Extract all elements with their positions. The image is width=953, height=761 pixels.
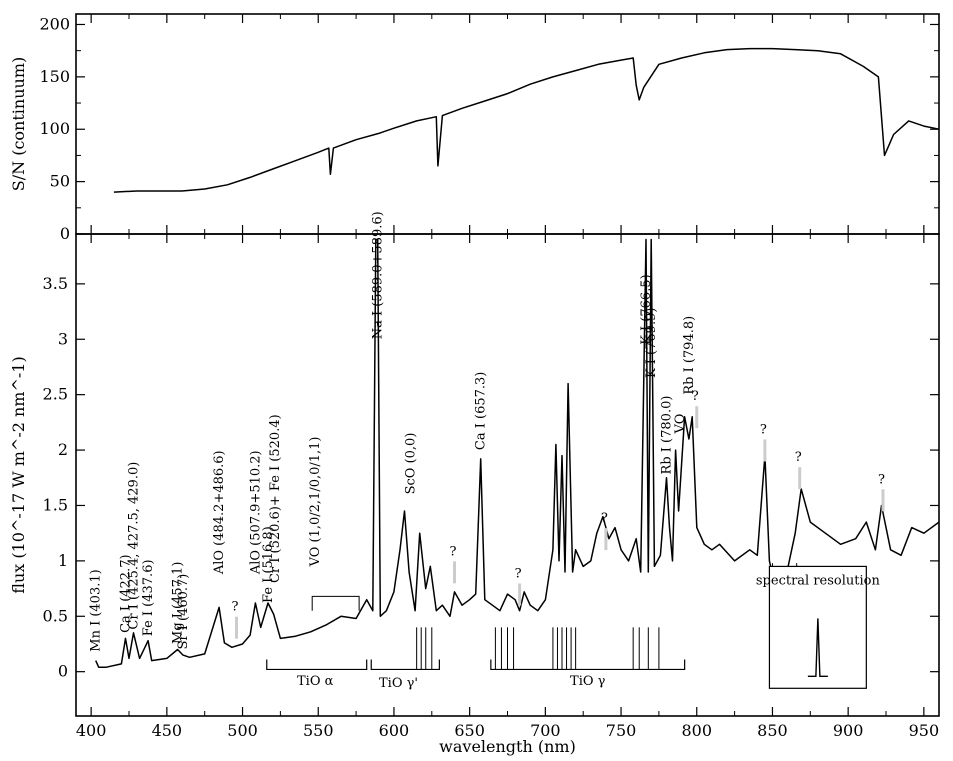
line-label: Fe I (516.8) <box>261 526 276 603</box>
x-tick-label: 950 <box>909 721 940 740</box>
band-bracket <box>370 659 440 671</box>
line-label: AlO (484.2+486.6) <box>212 450 227 575</box>
unknown-marker: ? <box>450 544 457 559</box>
line-label: Sr I (460.7) <box>176 574 191 650</box>
snr-line <box>113 47 940 193</box>
snr-panel: 0 50 100 150 200 S/N (continuum) <box>9 13 940 243</box>
x-tick-label: 900 <box>833 721 864 740</box>
y-tick-label: 100 <box>39 119 70 138</box>
y-tick-label: 0 <box>58 662 68 681</box>
line-label: VO (1,0/2,1/0,0/1,1) <box>308 436 323 567</box>
line-label: Rb I (794.8) <box>682 316 697 395</box>
line-label: Cr I (520.6)+ Fe I (520.4) <box>268 414 283 583</box>
line-label: Ca I (422.7) <box>119 554 134 632</box>
x-tick-label: 550 <box>303 721 334 740</box>
x-tick-label: 750 <box>606 721 637 740</box>
x-tick-label: 700 <box>530 721 561 740</box>
resolution-profile <box>807 618 828 677</box>
line-label: Na I (589.0+589.6) <box>371 211 386 339</box>
y-axis-label: S/N (continuum) <box>9 57 28 191</box>
y-tick-label: 3.5 <box>43 274 68 293</box>
y-tick-label: 2 <box>58 440 68 459</box>
unknown-marker: ? <box>231 600 238 615</box>
x-tick-label: 600 <box>379 721 410 740</box>
x-tick-label: 800 <box>681 721 712 740</box>
inset-label: spectral resolution <box>756 573 881 588</box>
y-axis-label: flux (10^-17 W m^-2 nm^-1) <box>9 356 28 593</box>
band-bracket <box>266 659 368 671</box>
line-label: ScO (0,0) <box>404 433 419 495</box>
y-tick-label: 50 <box>50 172 70 191</box>
top-frame <box>75 13 940 235</box>
y-tick-label: 0.5 <box>43 606 68 625</box>
line-label: Ca I (657.3) <box>474 372 489 450</box>
y-tick-label: 3 <box>58 329 68 348</box>
unknown-marker: ? <box>692 389 699 404</box>
line-label: Rb I (780.0) <box>659 396 674 475</box>
vo-bracket <box>311 595 360 611</box>
flux-line <box>95 238 940 668</box>
line-label: K I (766.5) <box>639 274 654 344</box>
x-tick-label: 850 <box>757 721 788 740</box>
unknown-marker: ? <box>760 422 767 437</box>
y-tick-label: 1.5 <box>43 495 68 514</box>
line-label: Mg I (457.1) <box>171 562 186 644</box>
unknown-marker: ? <box>515 566 522 581</box>
x-tick-label: 500 <box>227 721 258 740</box>
unknown-marker: ? <box>878 472 885 487</box>
x-tick-label: 650 <box>454 721 485 740</box>
y-tick-label: 0 <box>60 224 70 243</box>
line-label: VO <box>673 414 688 435</box>
line-label: K I (769.9) <box>644 308 659 378</box>
band-label: TiO α <box>297 674 334 689</box>
flux-panel: 400 450 500 550 600 650 700 750 800 850 900 95000.5… <box>9 14 940 756</box>
band-label: TiO γ <box>570 674 606 689</box>
band-label: TiO γ' <box>379 676 418 691</box>
y-tick-label: 1 <box>58 551 68 570</box>
x-tick-label: 400 <box>76 721 107 740</box>
y-tick-label: 2.5 <box>43 385 68 404</box>
line-label: AlO (507.9+510.2) <box>248 450 263 575</box>
y-tick-label: 200 <box>39 14 70 33</box>
line-label: Cr I (425.4, 427.5, 429.0) <box>127 462 142 630</box>
band-bracket <box>490 659 686 671</box>
x-tick-label: 450 <box>152 721 183 740</box>
line-label: Fe I (437.6) <box>141 559 156 636</box>
unknown-marker: ? <box>795 450 802 465</box>
line-label: Mn I (403.1) <box>89 569 104 651</box>
x-axis-label: wavelength (nm) <box>439 737 576 756</box>
unknown-marker: ? <box>601 511 608 526</box>
y-tick-label: 150 <box>39 67 70 86</box>
